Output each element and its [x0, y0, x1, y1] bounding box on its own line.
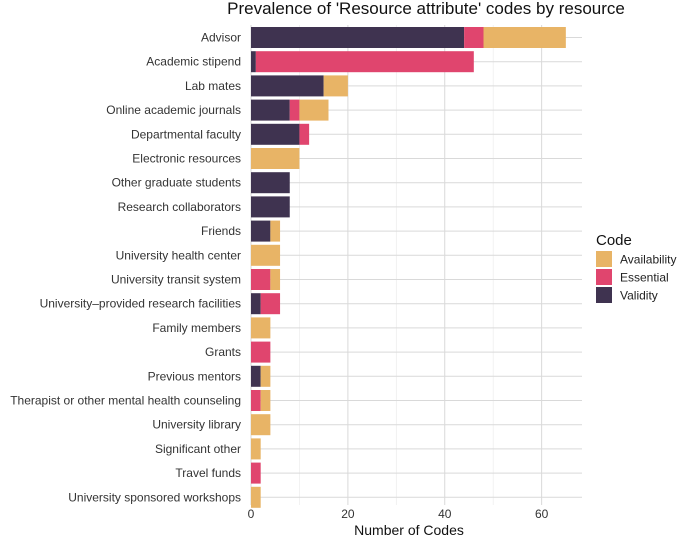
category-label: Online academic journals [106, 103, 241, 117]
x-tick-label: 20 [341, 507, 355, 521]
bar-segment-availability [251, 414, 271, 436]
category-label: Advisor [201, 31, 241, 45]
category-label: University transit system [111, 273, 241, 287]
bar-segment-validity [251, 365, 261, 387]
category-label: Previous mentors [148, 369, 241, 383]
legend: Code Availability Essential Validity [596, 232, 676, 303]
category-label: Lab mates [185, 79, 241, 93]
bar-segment-availability [299, 99, 329, 121]
bar-segment-essential [464, 27, 484, 48]
bar-segment-validity [251, 196, 290, 218]
bar-segment-essential [251, 390, 261, 411]
bar-segment-essential [251, 462, 261, 484]
bar-segment-essential [260, 293, 281, 315]
bar-segment-availability [270, 269, 281, 290]
bar-segment-availability [260, 390, 271, 411]
bar-segment-validity [251, 99, 290, 121]
bar-segment-validity [251, 293, 261, 315]
legend-swatch-essential [596, 269, 612, 285]
x-tick-label: 60 [535, 507, 549, 521]
x-tick-labels: 0 20 40 60 [248, 507, 549, 521]
category-label: Travel funds [175, 466, 241, 480]
x-tick-label: 40 [438, 507, 452, 521]
category-label: Significant other [155, 442, 241, 456]
category-label: Grants [205, 345, 241, 359]
bar-segment-availability [251, 486, 261, 508]
bar-segment-validity [251, 123, 300, 145]
legend-title: Code [596, 232, 632, 249]
legend-label-validity: Validity [620, 289, 658, 303]
bar-segment-essential [251, 269, 271, 290]
legend-label-availability: Availability [620, 253, 676, 267]
bar-segment-essential [251, 341, 271, 363]
bar-segment-availability [251, 317, 271, 339]
legend-label-essential: Essential [620, 271, 669, 285]
bar-segment-validity [251, 75, 324, 97]
bar-segment-availability [270, 220, 281, 242]
bar-segment-availability [251, 148, 300, 169]
bar-segment-availability [323, 75, 348, 97]
category-label: Academic stipend [146, 55, 241, 69]
bar-segment-validity [251, 220, 271, 242]
category-label: Research collaborators [118, 200, 241, 214]
category-label: University sponsored workshops [68, 490, 241, 504]
legend-items: Availability Essential Validity [596, 251, 676, 303]
bar-segment-validity [251, 172, 290, 194]
bar-segment-availability [483, 27, 566, 48]
x-tick-label: 0 [248, 507, 255, 521]
category-labels: Advisor Academic stipend Lab mates Online a… [10, 31, 241, 505]
category-label: Family members [152, 321, 241, 335]
category-label: Friends [201, 224, 241, 238]
bar-segment-availability [260, 365, 271, 387]
category-label: Therapist or other mental health counsel… [10, 394, 241, 408]
legend-swatch-availability [596, 251, 612, 267]
legend-swatch-validity [596, 287, 612, 303]
x-axis-title: Number of Codes [354, 522, 464, 537]
bar-segment-validity [251, 27, 465, 48]
bar-segment-validity [251, 51, 256, 73]
category-label: University library [152, 418, 241, 432]
bar-segment-availability [251, 438, 261, 460]
bar-segment-availability [251, 244, 281, 266]
bar-segment-essential [255, 51, 474, 73]
category-label: Departmental faculty [131, 127, 241, 141]
category-label: Electronic resources [132, 152, 241, 166]
category-label: Other graduate students [112, 176, 241, 190]
category-label: University health center [116, 248, 241, 262]
bar-segment-essential [299, 123, 310, 145]
bar-segment-essential [289, 99, 300, 121]
chart-title: Prevalence of 'Resource attribute' codes… [227, 0, 625, 18]
category-label: University–provided research facilities [40, 297, 241, 311]
grid-lines [250, 25, 582, 505]
bars [251, 27, 566, 508]
